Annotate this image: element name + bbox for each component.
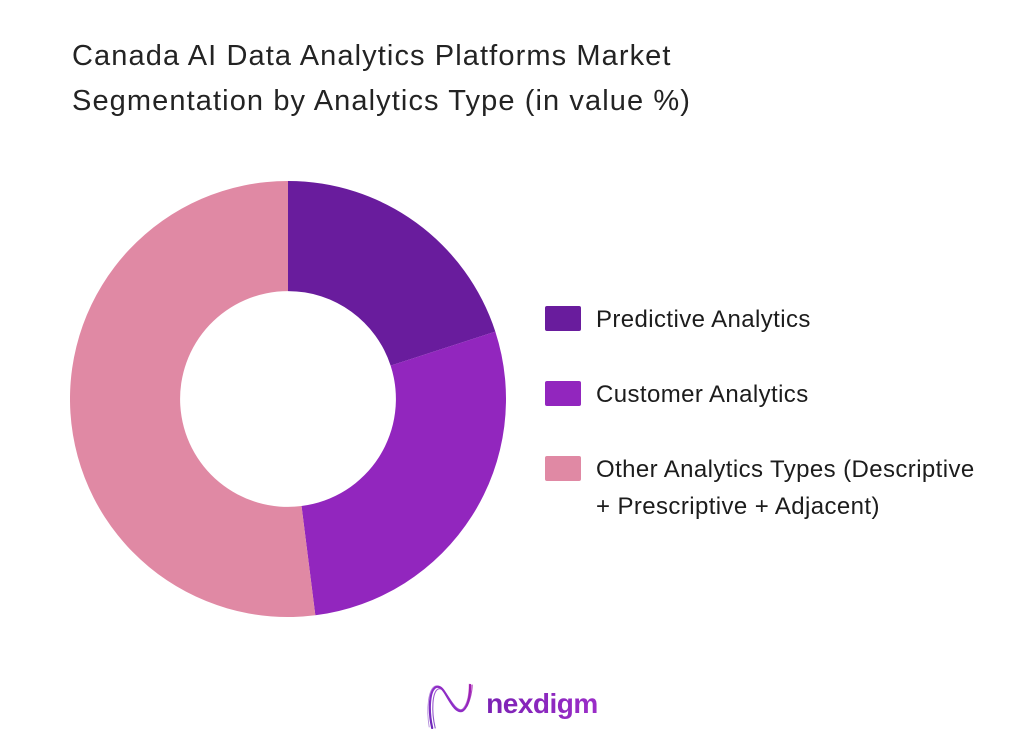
donut-chart [70, 181, 506, 617]
legend-item: Other Analytics Types (Descriptive + Pre… [545, 451, 981, 525]
legend-label: Other Analytics Types (Descriptive + Pre… [596, 456, 975, 520]
nexdigm-logo-text: nexdigm [486, 690, 598, 722]
nexdigm-logo: nexdigm [426, 683, 598, 729]
chart-title: Canada AI Data Analytics Platforms Marke… [72, 34, 832, 124]
legend-item: Predictive Analytics [545, 301, 981, 338]
legend-label: Predictive Analytics [596, 306, 811, 333]
nexdigm-wave-n-icon [427, 683, 473, 729]
legend-item: Customer Analytics [545, 376, 981, 413]
donut-segment-0 [288, 181, 496, 366]
legend-swatch [545, 381, 581, 406]
donut-chart-area [70, 181, 506, 617]
chart-title-line-2: Segmentation by Analytics Type (in value… [72, 85, 692, 117]
donut-segment-1 [301, 331, 506, 616]
legend-label: Customer Analytics [596, 381, 809, 408]
legend-swatch [545, 456, 581, 481]
legend-swatch [545, 306, 581, 331]
chart-legend: Predictive Analytics Customer Analytics … [545, 301, 981, 525]
donut-segment-2 [70, 181, 316, 617]
chart-title-line-1: Canada AI Data Analytics Platforms Marke… [72, 40, 672, 72]
